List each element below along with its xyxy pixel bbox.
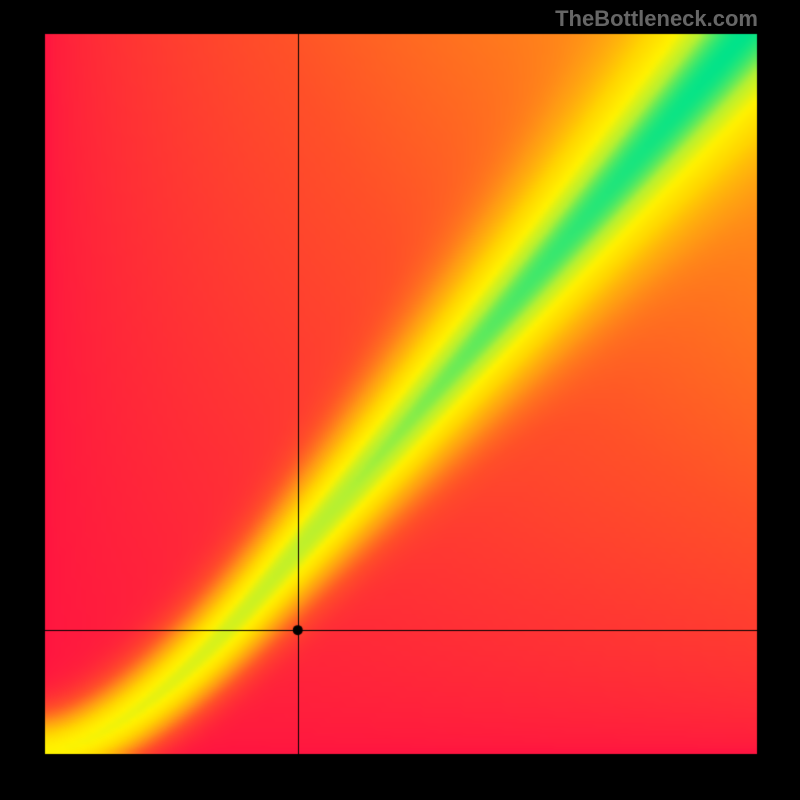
chart-container: TheBottleneck.com (0, 0, 800, 800)
bottleneck-heatmap-canvas (0, 0, 800, 800)
watermark-text: TheBottleneck.com (555, 6, 758, 32)
